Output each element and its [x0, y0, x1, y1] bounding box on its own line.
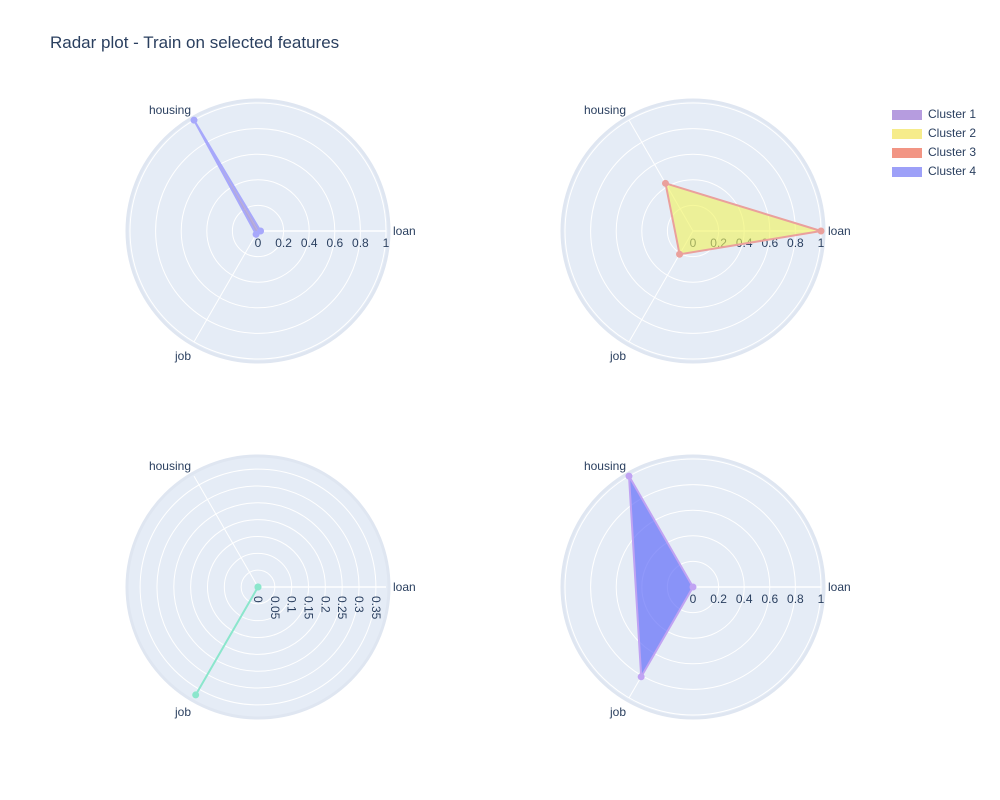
legend-swatch-cluster-4: [892, 167, 922, 177]
radar-subplot-3: 0 0.05 0.1 0.15 0.2 0.25 0.3 0.35 loan housing job: [125, 454, 416, 720]
radial-tick-label: 0.3: [352, 596, 366, 613]
angular-axis-label-job: job: [174, 705, 191, 719]
data-point-job: [676, 250, 684, 258]
data-point-housing: [190, 116, 198, 124]
data-point-job: [192, 691, 200, 699]
angular-axis-label-housing: housing: [149, 103, 191, 117]
radial-tick-label: 0.8: [787, 236, 804, 250]
angular-axis-label-job: job: [609, 349, 626, 363]
legend-label-cluster-2: Cluster 2: [928, 126, 977, 140]
legend-item-cluster-2[interactable]: Cluster 2: [892, 125, 992, 144]
radial-tick-label: 0.25: [335, 596, 349, 620]
legend-swatch-cluster-3: [892, 148, 922, 158]
radial-tick-label: 0.35: [369, 596, 383, 620]
radial-tick-label: 0: [251, 596, 265, 603]
legend-item-cluster-4[interactable]: Cluster 4: [892, 163, 992, 182]
radial-tick-label: 0.4: [301, 236, 318, 250]
data-point-housing: [661, 179, 669, 187]
radial-tick-label: 1: [818, 592, 825, 606]
radial-tick-label: 0.2: [710, 592, 727, 606]
angular-axis-label-loan: loan: [828, 580, 851, 594]
legend: Cluster 1 Cluster 2 Cluster 3 Cluster 4: [892, 106, 992, 182]
angular-axis-label-housing: housing: [149, 459, 191, 473]
data-point-loan: [817, 227, 825, 235]
radial-tick-label: 0.8: [352, 236, 369, 250]
radial-tick-label: 0.6: [761, 592, 778, 606]
radial-tick-label: 0.2: [275, 236, 292, 250]
chart-title: Radar plot - Train on selected features: [50, 33, 340, 52]
data-point-loan: [689, 583, 697, 591]
legend-label-cluster-4: Cluster 4: [928, 164, 977, 178]
radial-tick-label: 0: [690, 592, 697, 606]
legend-swatch-cluster-2: [892, 129, 922, 139]
series-area-cluster-2: [664, 182, 822, 256]
angular-axis-label-loan: loan: [393, 224, 416, 238]
angular-axis-label-housing: housing: [584, 103, 626, 117]
radial-tick-label: 0.4: [736, 592, 753, 606]
angular-axis-label-loan: loan: [828, 224, 851, 238]
radial-tick-label: 0.6: [326, 236, 343, 250]
series-area-cluster-4: [628, 475, 694, 678]
radial-tick-label: 0: [255, 236, 262, 250]
radial-tick-label: 0.2: [318, 596, 332, 613]
angular-axis-label-job: job: [174, 349, 191, 363]
data-point-job: [252, 230, 260, 238]
legend-swatch-cluster-1: [892, 110, 922, 120]
radial-tick-label: 0.1: [285, 596, 299, 613]
data-point-job: [637, 673, 645, 681]
legend-label-cluster-3: Cluster 3: [928, 145, 977, 159]
angular-axis-label-housing: housing: [584, 459, 626, 473]
spoke-job: [193, 230, 259, 343]
angular-axis-label-loan: loan: [393, 580, 416, 594]
legend-item-cluster-3[interactable]: Cluster 3: [892, 144, 992, 163]
angular-axis-label-job: job: [609, 705, 626, 719]
radial-tick-label: 0.8: [787, 592, 804, 606]
legend-label-cluster-1: Cluster 1: [928, 107, 977, 121]
radial-tick-label: 1: [383, 236, 390, 250]
legend-item-cluster-1[interactable]: Cluster 1: [892, 106, 992, 125]
radial-tick-label: 0.15: [302, 596, 316, 620]
radial-tick-label: 1: [818, 236, 825, 250]
data-point-housing: [254, 583, 262, 591]
spoke-housing: [193, 475, 259, 588]
radial-tick-label: 0.05: [268, 596, 282, 620]
data-point-housing: [625, 472, 633, 480]
